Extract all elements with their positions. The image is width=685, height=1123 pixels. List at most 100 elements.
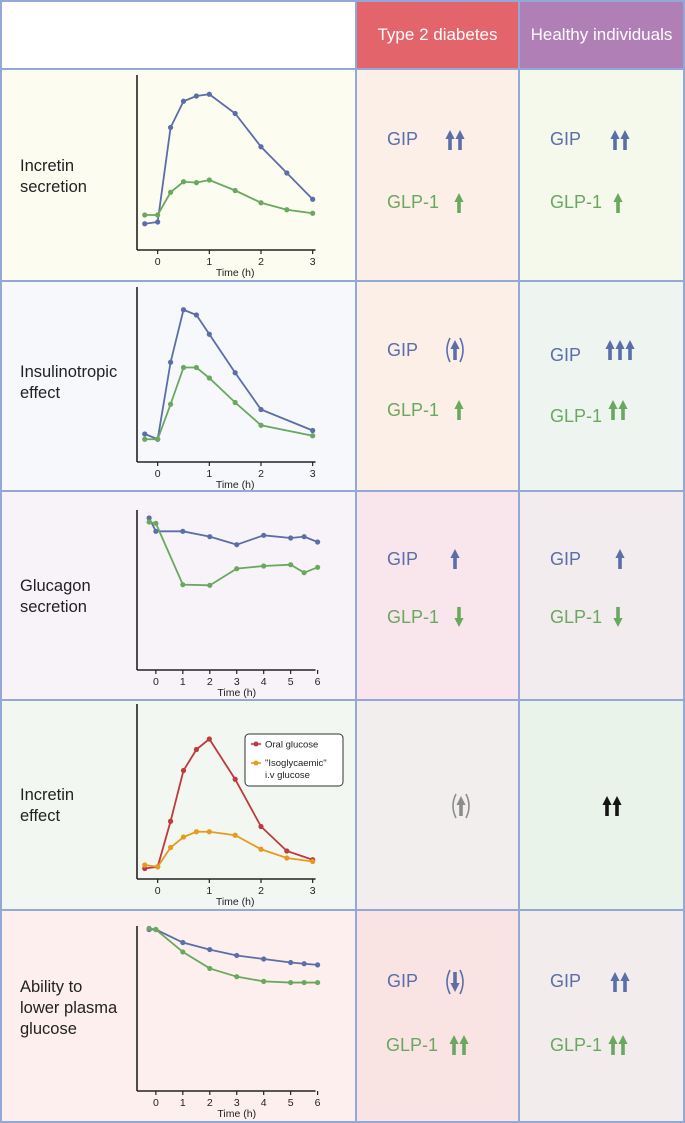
x-tick-label: 2	[258, 885, 264, 897]
data-point-gip	[315, 962, 321, 968]
chart-lower-plasma-glucose: 0 1 2 3 4 5 6 Time (h)	[136, 925, 321, 1120]
data-point-glp	[153, 520, 159, 526]
x-axis-label: Time (h)	[216, 896, 255, 908]
x-axis-label: Time (h)	[217, 1108, 256, 1120]
row-label: Glucagon secretion	[20, 577, 91, 616]
data-point-iv	[167, 844, 174, 851]
row2-healthy-cell	[518, 280, 685, 492]
data-point-gip	[301, 534, 307, 540]
data-point-glp	[153, 926, 159, 933]
data-point-gip	[261, 532, 267, 538]
x-tick-label: 3	[310, 256, 316, 268]
gip-label: GIP	[387, 549, 419, 569]
data-point-oral	[284, 848, 290, 854]
x-axis-label: Time (h)	[216, 479, 255, 491]
data-point-glp	[288, 562, 294, 568]
row1-t2d-cell	[355, 68, 520, 282]
data-point-gip	[142, 221, 148, 227]
data-point-gip	[207, 534, 213, 540]
data-point-oral	[258, 823, 264, 830]
x-tick-label: 0	[155, 885, 161, 897]
row1-label-cell: Incretin secretion	[0, 68, 357, 282]
data-point-gip	[193, 93, 200, 99]
chart-insulinotropic-effect: 0 1 2 3 Time (h)	[136, 287, 316, 491]
x-tick-label: 5	[288, 676, 294, 688]
data-point-iv	[258, 846, 264, 852]
data-point-gip	[180, 98, 187, 104]
series-line-gip	[148, 517, 318, 546]
row5-t2d-cell	[355, 909, 520, 1123]
gip-label: GIP	[550, 129, 582, 149]
data-point-gip	[315, 539, 321, 545]
data-point-gip	[232, 370, 238, 376]
glp1-label: GLP-1	[387, 192, 440, 212]
data-point-gip	[153, 528, 159, 534]
gip-label: GIP	[387, 971, 419, 991]
data-point-glp	[310, 433, 316, 439]
row3-healthy-cell	[518, 490, 685, 701]
legend-label-iv: "Isoglycaemic"	[265, 758, 327, 769]
row-label: Insulinotropic effect	[20, 363, 118, 402]
glp1-label: GLP-1	[387, 400, 440, 420]
x-tick-label: 1	[206, 256, 212, 268]
row5-healthy-cell	[518, 909, 685, 1123]
x-tick-label: 0	[153, 676, 159, 688]
header-blank	[0, 0, 357, 70]
row4-t2d-cell	[355, 699, 520, 911]
data-point-glp	[207, 965, 213, 972]
data-point-gip	[206, 331, 212, 337]
data-point-glp	[261, 978, 267, 984]
data-point-iv	[206, 829, 212, 835]
chart-incretin-secretion: 0 1 2 3 Time (h)	[136, 75, 316, 279]
x-tick-label: 3	[234, 676, 240, 688]
row4-healthy-cell	[518, 699, 685, 911]
data-point-iv	[284, 855, 290, 861]
data-point-gip	[234, 542, 240, 548]
data-point-glp	[142, 436, 148, 442]
x-tick-label: 1	[206, 468, 212, 480]
data-point-glp	[146, 519, 152, 525]
data-point-gip	[284, 170, 290, 176]
series-line-oral	[144, 737, 313, 870]
data-point-gip	[288, 535, 294, 541]
data-point-glp	[315, 979, 321, 986]
series-line-glp	[144, 179, 313, 216]
row-label: Ability to lower plasma glucose	[20, 978, 118, 1038]
glp1-label: GLP-1	[386, 1035, 439, 1055]
x-tick-label: 4	[261, 676, 267, 688]
data-point-glp	[310, 210, 316, 216]
x-tick-label: 3	[310, 885, 316, 897]
data-point-glp	[234, 566, 240, 572]
x-tick-label: 6	[315, 1097, 321, 1109]
data-point-iv	[232, 832, 238, 838]
data-point-glp	[155, 212, 161, 218]
data-point-gip	[261, 956, 267, 962]
data-point-gip	[258, 406, 264, 413]
data-point-gip	[167, 359, 174, 365]
data-point-glp	[261, 563, 267, 569]
data-point-glp	[301, 570, 307, 576]
data-point-glp	[288, 979, 294, 986]
data-point-glp	[167, 189, 174, 195]
data-point-glp	[284, 207, 290, 213]
x-axis-label: Time (h)	[217, 687, 256, 699]
series-line-gip	[149, 928, 318, 966]
x-tick-label: 1	[206, 885, 212, 897]
x-tick-label: 2	[258, 468, 264, 480]
header-type2-diabetes: Type 2 diabetes	[355, 0, 520, 70]
data-point-gip	[193, 312, 200, 318]
data-point-gip	[155, 219, 161, 225]
data-point-gip	[310, 427, 316, 434]
data-point-gip	[232, 110, 238, 117]
row3-t2d-cell	[355, 490, 520, 701]
data-point-iv	[155, 864, 161, 870]
x-tick-label: 0	[153, 1097, 159, 1109]
x-axis-label: Time (h)	[216, 267, 255, 279]
data-point-glp	[193, 180, 200, 186]
data-point-glp	[232, 187, 238, 194]
row-label: Incretin effect	[20, 786, 75, 825]
data-point-oral	[232, 776, 238, 782]
x-tick-label: 0	[155, 468, 161, 480]
legend-label-iv-line2: i.v glucose	[265, 770, 310, 781]
